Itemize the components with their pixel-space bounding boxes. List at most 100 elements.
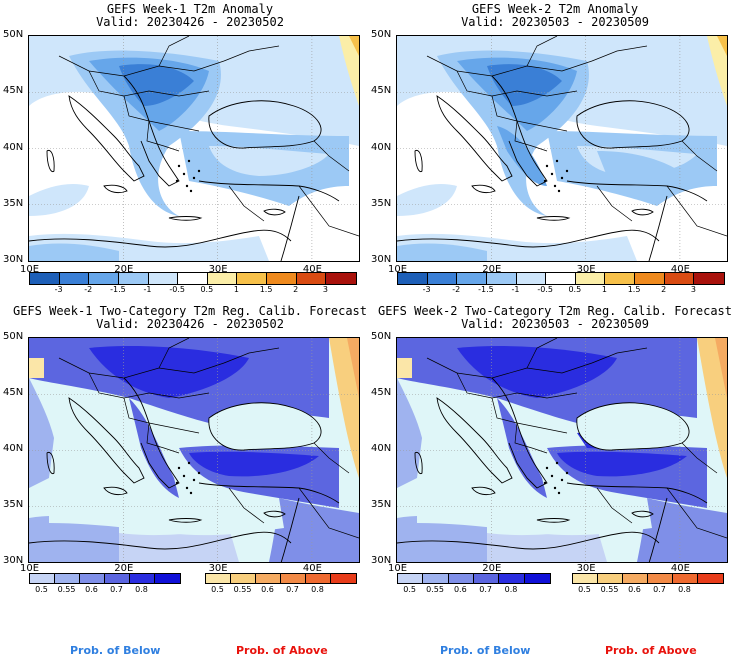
colorbar-tick-label: -3 <box>422 285 431 294</box>
anomaly-shading <box>397 184 457 216</box>
lat-label: 30N <box>371 254 392 265</box>
colorbar-swatch <box>306 574 331 583</box>
panel-2-title: GEFS Week-2 T2m Anomaly Valid: 20230503 … <box>370 3 740 29</box>
anomaly-shading <box>29 243 119 261</box>
anomaly-shading <box>349 36 359 56</box>
sea-area <box>576 402 690 451</box>
colorbar-tick-label: 0.5 <box>200 285 214 294</box>
anomaly-shading <box>209 146 329 176</box>
map-gridlines <box>397 338 727 562</box>
colorbar-swatch <box>499 574 525 583</box>
colorbar-tick-label: -0.5 <box>537 285 553 294</box>
prob-above-label-week2: Prob. of Above <box>605 644 697 657</box>
colorbar-swatch <box>516 273 547 284</box>
colorbar-swatch <box>80 574 105 583</box>
panel-3-valid: Valid: 20230426 - 20230502 <box>96 317 284 331</box>
colorbar-tick-label: 0.6 <box>85 585 98 594</box>
colorbar-swatch <box>281 574 306 583</box>
prob-shading <box>329 338 359 478</box>
colorbar-tick-label: 0.5 <box>211 585 224 594</box>
prob-map-week1 <box>28 337 360 563</box>
colorbar-swatch <box>398 574 424 583</box>
colorbar-tick-label: 0.7 <box>479 585 493 594</box>
lat-label: 50N <box>3 29 24 40</box>
colorbar-tick-label: 0.55 <box>57 585 76 594</box>
colorbar-tick-label: 1 <box>233 285 239 294</box>
lat-label: 45N <box>3 85 24 97</box>
colorbar-tick-label: 0.7 <box>653 585 666 594</box>
colorbar-swatch <box>698 574 723 583</box>
colorbar-swatch <box>178 273 208 284</box>
colorbar-swatch <box>664 273 695 284</box>
lon-label: 20E <box>114 563 134 574</box>
colorbar-tick-label: 0.8 <box>504 585 518 594</box>
prob-below-label-week2: Prob. of Below <box>440 644 531 657</box>
anomaly-shading <box>497 126 547 186</box>
prob-below-label-week1: Prob. of Below <box>70 644 161 657</box>
colorbar-swatch <box>55 574 80 583</box>
colorbar-swatch <box>575 273 606 284</box>
aegean-islands <box>175 159 201 193</box>
colorbar-swatch <box>673 574 698 583</box>
lat-label: 40N <box>3 443 24 454</box>
lon-label: 10E <box>20 264 40 275</box>
colorbar-swatch <box>694 273 724 284</box>
lon-label: 40E <box>670 563 690 574</box>
above-colorbar-ticks-week1: 0.5 0.55 0.6 0.7 0.8 <box>205 585 355 595</box>
anomaly-colorbar-ticks-week2: -3 -2 -1.5 -1 -0.5 0.5 1 1.5 2 3 <box>397 285 723 295</box>
panel-1-valid: Valid: 20230426 - 20230502 <box>96 15 284 29</box>
colorbar-swatch <box>457 273 487 284</box>
colorbar-tick-label: 0.7 <box>286 585 299 594</box>
below-colorbar-week1 <box>29 573 181 584</box>
colorbar-swatch <box>267 273 297 284</box>
panel-4-valid: Valid: 20230503 - 20230509 <box>461 317 649 331</box>
prob-shading <box>557 451 687 477</box>
colorbar-swatch <box>398 273 428 284</box>
colorbar-tick-label: 0.8 <box>135 585 148 594</box>
colorbar-swatch <box>89 273 119 284</box>
colorbar-tick-label: 0.6 <box>261 585 274 594</box>
lat-label: 50N <box>371 331 392 342</box>
prob-shading <box>715 338 727 398</box>
colorbar-tick-label: 0.5 <box>568 285 582 294</box>
lat-label: 45N <box>3 387 24 398</box>
prob-shading <box>129 398 179 498</box>
lon-label: 30E <box>208 563 228 574</box>
lon-label: 40E <box>670 264 690 275</box>
lat-label: 35N <box>3 499 24 510</box>
colorbar-swatch <box>148 273 179 284</box>
colorbar-tick-label: -3 <box>54 285 63 294</box>
lat-label: 35N <box>371 197 392 209</box>
prob-shading <box>29 515 119 562</box>
colorbar-tick-label: 0.55 <box>600 585 619 594</box>
aegean-islands <box>175 461 201 495</box>
lat-label: 35N <box>371 499 392 510</box>
prob-shading <box>29 358 44 378</box>
colorbar-tick-label: 0.5 <box>578 585 591 594</box>
colorbar-tick-label: 0.55 <box>233 585 252 594</box>
anomaly-colorbar-week1 <box>29 272 357 285</box>
colorbar-swatch <box>605 273 635 284</box>
panel-1-title-text: GEFS Week-1 T2m Anomaly <box>106 2 274 16</box>
prob-map-canvas <box>29 338 359 562</box>
below-colorbar-ticks-week2: 0.5 0.55 0.6 0.7 0.8 <box>397 585 549 595</box>
colorbar-tick-label: 0.6 <box>453 585 467 594</box>
colorbar-swatch <box>30 574 55 583</box>
colorbar-tick-label: 0.7 <box>110 585 123 594</box>
colorbar-swatch <box>231 574 256 583</box>
colorbar-swatch <box>206 574 231 583</box>
colorbar-tick-label: 3 <box>690 285 696 294</box>
above-colorbar-week1 <box>205 573 357 584</box>
lat-label: 50N <box>3 331 24 342</box>
below-colorbar-week2 <box>397 573 551 584</box>
colorbar-swatch <box>30 273 60 284</box>
lat-label: 40N <box>3 141 24 153</box>
colorbar-swatch <box>155 574 180 583</box>
map-gridlines <box>397 36 727 261</box>
colorbar-tick-label: -1 <box>511 285 520 294</box>
lon-label: 10E <box>388 563 408 574</box>
colorbar-swatch <box>448 574 474 583</box>
lat-label: 45N <box>371 387 392 398</box>
colorbar-swatch <box>256 574 281 583</box>
anomaly-colorbar-ticks-week1: -3 -2 -1.5 -1 -0.5 0.5 1 1.5 2 3 <box>29 285 355 295</box>
